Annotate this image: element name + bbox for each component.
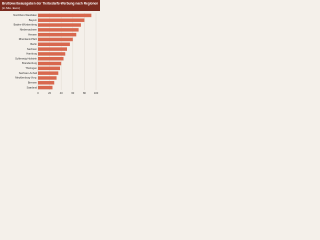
bar bbox=[38, 32, 77, 37]
x-tick-label: 20 bbox=[48, 91, 51, 95]
bar bbox=[38, 18, 85, 22]
y-tick-label: Nordrhein-Westfalen bbox=[13, 13, 37, 17]
bar bbox=[38, 76, 57, 80]
y-tick-label: Bremen bbox=[28, 80, 38, 84]
x-tick-label: 80 bbox=[83, 91, 86, 95]
y-tick-label: Berlin bbox=[30, 42, 37, 46]
y-tick-label: Schleswig-Holstein bbox=[15, 56, 37, 60]
bar bbox=[38, 81, 55, 85]
y-tick-label: Niedersachsen bbox=[20, 28, 38, 32]
bar bbox=[38, 37, 73, 42]
chart-title: Bruttowerbeausgaben der Tierbedarfs-Werb… bbox=[2, 1, 98, 5]
x-tick-label: 100 bbox=[94, 91, 99, 95]
y-tick-label: Hessen bbox=[28, 32, 37, 36]
bar bbox=[38, 71, 59, 75]
bar bbox=[38, 66, 61, 71]
bar bbox=[38, 28, 79, 32]
x-tick-label: 40 bbox=[60, 91, 63, 95]
x-tick-label: 60 bbox=[71, 91, 74, 95]
y-tick-label: Rheinland-Pfalz bbox=[19, 37, 38, 41]
bar bbox=[38, 85, 53, 90]
bar bbox=[38, 13, 92, 18]
y-tick-label: Hamburg bbox=[26, 52, 37, 56]
y-tick-label: Bayern bbox=[29, 18, 38, 22]
bar bbox=[38, 47, 67, 51]
bar bbox=[38, 23, 81, 27]
title-band bbox=[0, 0, 100, 11]
x-tick-label: 0 bbox=[37, 91, 39, 95]
y-tick-label: Sachsen bbox=[27, 47, 38, 51]
chart: Bruttowerbeausgaben der Tierbedarfs-Werb… bbox=[0, 0, 100, 95]
bar bbox=[38, 52, 66, 56]
y-tick-label: Baden-Württemberg bbox=[14, 23, 38, 27]
bar bbox=[38, 61, 62, 66]
y-tick-label: Sachsen-Anhalt bbox=[19, 71, 38, 75]
bar bbox=[38, 56, 64, 61]
y-tick-label: Mecklenburg-Vorp. bbox=[15, 76, 37, 80]
y-tick-label: Brandenburg bbox=[22, 61, 38, 65]
y-tick-label: Thüringen bbox=[25, 66, 37, 70]
bar bbox=[38, 42, 70, 47]
y-tick-label: Saarland bbox=[27, 85, 38, 89]
chart-subtitle: (in Mio. Euro) bbox=[2, 6, 20, 10]
